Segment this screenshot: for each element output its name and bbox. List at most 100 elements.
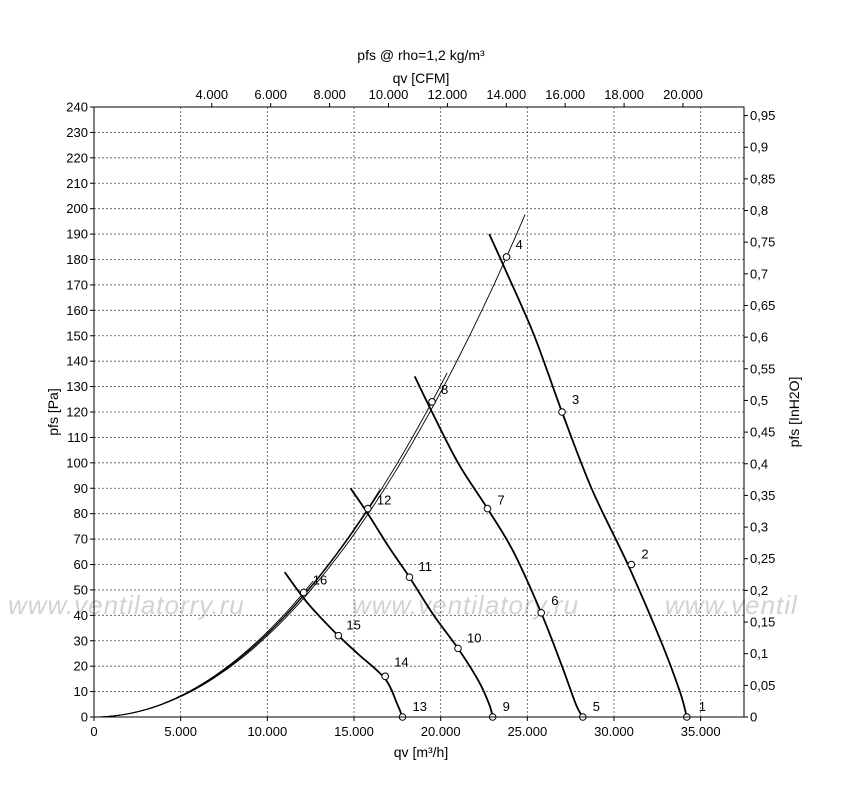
x-tick-label: 15.000: [334, 724, 374, 739]
top-axis-label: qv [CFM]: [393, 70, 450, 86]
curves: [93, 214, 688, 718]
operating-point-marker: [364, 504, 372, 513]
y-tick-label: 30: [74, 633, 88, 648]
operating-point-label: 12: [377, 493, 391, 508]
y2-tick-label: 0,1: [750, 646, 768, 661]
y2-tick-label: 0,6: [750, 330, 768, 345]
y2-tick-label: 0: [750, 710, 757, 725]
y-tick-label: 190: [66, 227, 88, 242]
operating-point-marker: [405, 573, 414, 582]
y-tick-label: 90: [74, 481, 88, 496]
chart-title: pfs @ rho=1,2 kg/m³: [357, 47, 485, 63]
operating-point-label: 3: [572, 392, 579, 407]
y2-tick-label: 0,95: [750, 108, 775, 123]
y-tick-label: 80: [74, 506, 88, 521]
right-axis-label: pfs [InH2O]: [786, 377, 802, 448]
x2-tick-label: 14.000: [486, 87, 526, 102]
x2-tick-label: 20.000: [663, 87, 703, 102]
y2-tick-label: 0,55: [750, 361, 775, 376]
operating-point-label: 11: [418, 559, 432, 574]
operating-point-label: 7: [497, 493, 504, 508]
x-tick-label: 30.000: [594, 724, 634, 739]
fan-curve: [488, 233, 688, 718]
operating-point-marker: [334, 631, 343, 640]
y2-tick-label: 0,5: [750, 393, 768, 408]
y-tick-label: 0: [81, 710, 88, 725]
y-tick-label: 240: [66, 100, 88, 115]
operating-point-label: 1: [699, 699, 706, 714]
x-tick-label: 0: [90, 724, 97, 739]
y-tick-label: 70: [74, 532, 88, 547]
operating-point-label: 2: [641, 547, 648, 562]
x2-tick-label: 18.000: [604, 87, 644, 102]
y2-tick-label: 0,9: [750, 140, 768, 155]
y2-tick-label: 0,3: [750, 520, 768, 535]
y-tick-label: 100: [66, 455, 88, 470]
operating-point-marker: [454, 644, 462, 653]
y2-tick-label: 0,7: [750, 266, 768, 281]
y2-tick-label: 0,2: [750, 583, 768, 598]
operating-point-label: 10: [467, 630, 481, 645]
fan-curve: [349, 487, 494, 718]
y-tick-label: 130: [66, 379, 88, 394]
operating-point-label: 16: [313, 572, 327, 587]
operating-point-label: 4: [516, 237, 523, 252]
x2-tick-label: 16.000: [545, 87, 585, 102]
y-tick-label: 10: [74, 684, 88, 699]
y-tick-label: 180: [66, 252, 88, 267]
y2-tick-label: 0,65: [750, 298, 775, 313]
y-tick-label: 170: [66, 277, 88, 292]
x-tick-label: 5.000: [164, 724, 197, 739]
left-axis-label: pfs [Pa]: [45, 388, 61, 435]
y-tick-label: 160: [66, 303, 88, 318]
y-tick-label: 200: [66, 201, 88, 216]
x2-tick-label: 12.000: [428, 87, 468, 102]
y2-tick-label: 0,25: [750, 551, 775, 566]
x-tick-label: 25.000: [507, 724, 547, 739]
fan-curve: [413, 376, 584, 718]
y-tick-label: 150: [66, 328, 88, 343]
operating-point-marker: [299, 588, 308, 597]
operating-point-marker: [428, 398, 436, 406]
operating-point-marker: [627, 560, 636, 569]
operating-point-marker: [502, 253, 511, 261]
y2-tick-label: 0,05: [750, 678, 775, 693]
operating-point-marker: [558, 408, 566, 416]
y-tick-label: 60: [74, 557, 88, 572]
y2-tick-label: 0,85: [750, 171, 775, 186]
x-tick-label: 20.000: [421, 724, 461, 739]
y2-tick-label: 0,4: [750, 456, 768, 471]
operating-point-label: 8: [441, 382, 448, 397]
grid: [94, 107, 744, 717]
y-tick-label: 210: [66, 176, 88, 191]
y-tick-label: 220: [66, 150, 88, 165]
y-tick-label: 40: [74, 608, 88, 623]
watermark-text: www.ventilatorry.ru: [8, 590, 245, 620]
watermark-layer: www.ventilatorry.ru www.ventilatory.ru www…: [8, 590, 797, 620]
y2-tick-label: 0,35: [750, 488, 775, 503]
operating-point-marker: [483, 504, 492, 513]
y2-tick-label: 0,15: [750, 615, 775, 630]
y-tick-label: 20: [74, 659, 88, 674]
operating-point-label: 15: [346, 618, 360, 633]
x2-tick-label: 4.000: [196, 87, 229, 102]
operating-point-label: 5: [593, 699, 600, 714]
y-tick-label: 50: [74, 582, 88, 597]
operating-point-marker: [381, 672, 390, 681]
y2-tick-label: 0,75: [750, 235, 775, 250]
x2-tick-label: 6.000: [254, 87, 287, 102]
operating-point-label: 9: [503, 699, 510, 714]
system-curve: [93, 580, 314, 718]
x-tick-label: 10.000: [247, 724, 287, 739]
x2-tick-label: 10.000: [369, 87, 409, 102]
y2-tick-label: 0,45: [750, 425, 775, 440]
x-tick-label: 35.000: [681, 724, 721, 739]
operating-point-label: 6: [551, 593, 558, 608]
operating-point-label: 14: [394, 654, 408, 669]
y2-tick-label: 0,8: [750, 203, 768, 218]
axis-ticks: 0102030405060708090100110120130140150160…: [66, 87, 775, 739]
y-tick-label: 140: [66, 354, 88, 369]
y-tick-label: 230: [66, 125, 88, 140]
